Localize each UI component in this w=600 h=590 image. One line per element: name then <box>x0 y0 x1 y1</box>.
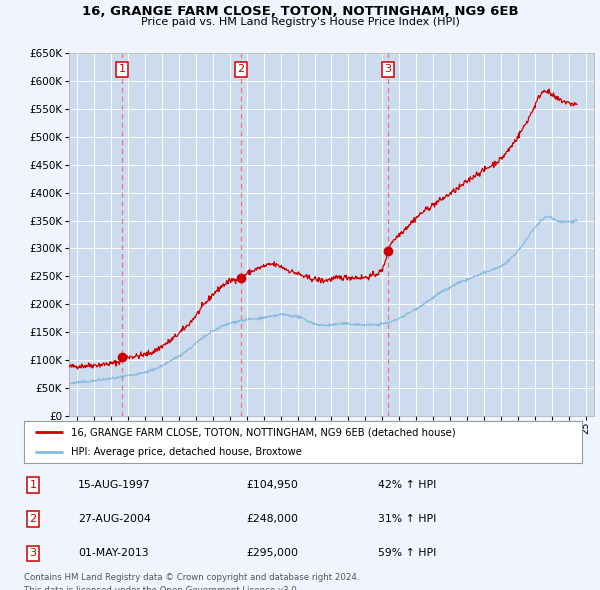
Text: 1: 1 <box>118 64 125 74</box>
Text: 15-AUG-1997: 15-AUG-1997 <box>78 480 151 490</box>
Text: 27-AUG-2004: 27-AUG-2004 <box>78 514 151 524</box>
Text: 3: 3 <box>385 64 391 74</box>
Text: 16, GRANGE FARM CLOSE, TOTON, NOTTINGHAM, NG9 6EB: 16, GRANGE FARM CLOSE, TOTON, NOTTINGHAM… <box>82 5 518 18</box>
Text: Price paid vs. HM Land Registry's House Price Index (HPI): Price paid vs. HM Land Registry's House … <box>140 17 460 27</box>
Text: 3: 3 <box>29 549 37 558</box>
Text: £104,950: £104,950 <box>246 480 298 490</box>
Text: Contains HM Land Registry data © Crown copyright and database right 2024.: Contains HM Land Registry data © Crown c… <box>24 573 359 582</box>
Text: 2: 2 <box>238 64 244 74</box>
Text: 31% ↑ HPI: 31% ↑ HPI <box>378 514 436 524</box>
Text: 16, GRANGE FARM CLOSE, TOTON, NOTTINGHAM, NG9 6EB (detached house): 16, GRANGE FARM CLOSE, TOTON, NOTTINGHAM… <box>71 427 456 437</box>
Text: £248,000: £248,000 <box>246 514 298 524</box>
Text: 01-MAY-2013: 01-MAY-2013 <box>78 549 149 558</box>
Text: 1: 1 <box>29 480 37 490</box>
Text: £295,000: £295,000 <box>246 549 298 558</box>
Text: 2: 2 <box>29 514 37 524</box>
Text: 59% ↑ HPI: 59% ↑ HPI <box>378 549 436 558</box>
Text: This data is licensed under the Open Government Licence v3.0.: This data is licensed under the Open Gov… <box>24 586 299 590</box>
Text: 42% ↑ HPI: 42% ↑ HPI <box>378 480 436 490</box>
Text: HPI: Average price, detached house, Broxtowe: HPI: Average price, detached house, Brox… <box>71 447 302 457</box>
